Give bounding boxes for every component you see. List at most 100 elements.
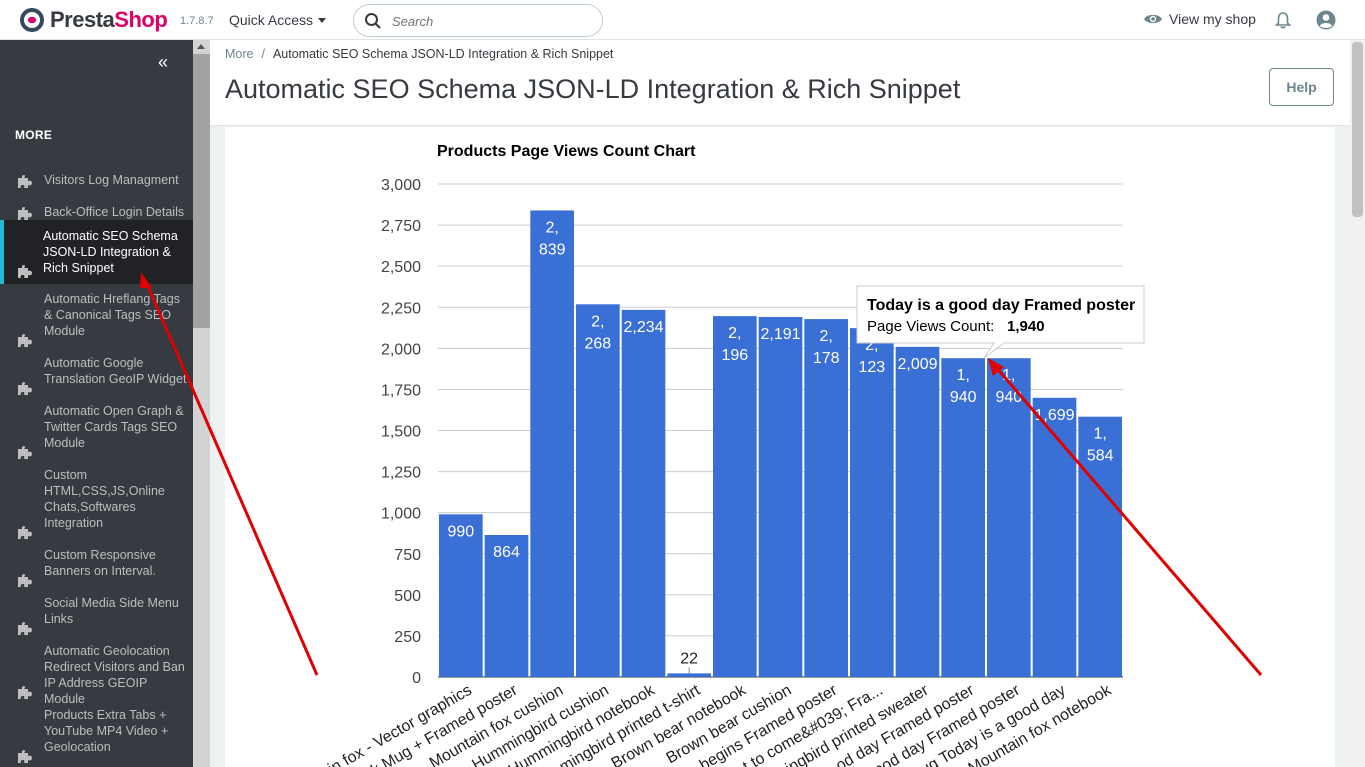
prestashop-logo[interactable]: PrestaShop	[20, 7, 168, 33]
sidebar-item-label: Products Extra Tabs + YouTube MP4 Video …	[44, 708, 169, 754]
sidebar-item-label: Automatic Open Graph & Twitter Cards Tag…	[44, 404, 184, 450]
view-shop-link[interactable]: View my shop	[1143, 11, 1256, 27]
search-input[interactable]	[392, 12, 592, 30]
y-tick-label: 2,250	[381, 300, 421, 317]
y-tick-label: 750	[394, 547, 421, 564]
sidebar-scrollbar[interactable]	[193, 40, 210, 767]
sidebar-item[interactable]: Visitors Log Managment	[0, 172, 193, 190]
chart-bar[interactable]	[1078, 416, 1122, 677]
page-views-chart: Products Page Views Count Chart 0 250 500 75…	[325, 143, 1145, 767]
chart-bar[interactable]	[667, 673, 711, 677]
y-tick-label: 500	[394, 588, 421, 605]
annotation-arrow-right	[993, 365, 1263, 676]
bar-data-label: 1,	[956, 367, 969, 384]
page-title: Automatic SEO Schema JSON-LD Integration…	[225, 74, 961, 104]
sidebar-item-label: Automatic SEO Schema JSON-LD Integration…	[43, 229, 178, 275]
help-button[interactable]: Help	[1269, 68, 1334, 106]
logo-accent: Shop	[114, 7, 168, 32]
bar-data-label: 2,009	[897, 356, 937, 373]
chart-bar[interactable]	[941, 358, 985, 677]
chart-title: Products Page Views Count Chart	[437, 143, 696, 160]
sidebar-item[interactable]: Automatic SEO Schema JSON-LD Integration…	[0, 220, 193, 284]
chart-bar[interactable]	[895, 346, 940, 677]
puzzle-piece-icon	[18, 525, 32, 539]
quick-access-label: Quick Access	[229, 12, 314, 28]
y-tick-label: 2,750	[381, 218, 421, 235]
bar-data-label: 2,234	[623, 319, 663, 336]
chart-bar[interactable]	[621, 309, 666, 677]
bar-data-label: 268	[584, 335, 611, 352]
chart-bar[interactable]	[713, 316, 757, 677]
chart-bar[interactable]	[1032, 397, 1077, 677]
sidebar-scroll-thumb[interactable]	[193, 54, 210, 328]
sidebar-item-label: Custom HTML,CSS,JS,Online Chats,Software…	[44, 468, 165, 530]
bell-icon[interactable]	[1274, 11, 1292, 29]
sidebar-item-label: Custom Responsive Banners on Interval.	[44, 548, 156, 578]
bar-data-label: 940	[995, 389, 1022, 406]
version-label: 1.7.8.7	[180, 15, 214, 27]
view-shop-label: View my shop	[1169, 11, 1256, 27]
main-scroll-thumb[interactable]	[1352, 42, 1363, 217]
scroll-up-icon[interactable]	[197, 44, 205, 49]
chart-bar[interactable]	[484, 535, 529, 677]
search-box[interactable]	[353, 4, 603, 37]
bar-data-label: 2,	[545, 219, 558, 236]
chart-bar[interactable]	[850, 328, 894, 677]
annotation-arrow-left	[144, 281, 319, 676]
logo-text: PrestaShop	[50, 7, 168, 33]
chart-bar[interactable]	[987, 358, 1031, 677]
chart-bar[interactable]	[758, 316, 803, 677]
puzzle-piece-icon	[18, 264, 32, 278]
bar-data-label: 123	[858, 359, 885, 376]
bar-data-label: 1,	[1093, 426, 1106, 443]
sidebar-item-label: Social Media Side Menu Links	[44, 596, 179, 626]
y-tick-label: 0	[412, 670, 421, 687]
sidebar-item[interactable]: Automatic Hreflang Tags & Canonical Tags…	[0, 291, 193, 347]
search-icon[interactable]	[364, 12, 382, 30]
breadcrumb-parent[interactable]: More	[225, 47, 254, 61]
quick-access-dropdown[interactable]: Quick Access	[229, 12, 327, 28]
collapse-sidebar-icon[interactable]: «	[158, 52, 169, 72]
sidebar-section-title: MORE	[15, 128, 53, 142]
puzzle-piece-icon	[18, 333, 32, 347]
breadcrumb: More / Automatic SEO Schema JSON-LD Integr…	[225, 47, 613, 61]
puzzle-piece-icon	[18, 381, 32, 395]
chart-bar[interactable]	[530, 210, 574, 677]
tooltip-title: Today is a good day Framed poster	[867, 297, 1135, 314]
y-tick-label: 3,000	[381, 177, 421, 194]
sidebar-item[interactable]: Products Extra Tabs + YouTube MP4 Video …	[0, 707, 193, 763]
bar-data-label: 839	[539, 241, 566, 258]
main-scrollbar[interactable]	[1350, 40, 1365, 767]
chart-bar[interactable]	[804, 319, 848, 677]
sidebar-item[interactable]: Custom HTML,CSS,JS,Online Chats,Software…	[0, 467, 193, 549]
tooltip-label: Page Views Count:	[867, 318, 994, 335]
sidebar-item[interactable]: Automatic Open Graph & Twitter Cards Tag…	[0, 403, 193, 459]
bar-data-label: 2,	[819, 328, 832, 345]
eye-icon	[1144, 14, 1162, 24]
bar-data-label: 864	[493, 544, 520, 561]
sidebar-item[interactable]: Back-Office Login Details	[0, 204, 193, 222]
puzzle-piece-icon	[18, 685, 32, 699]
sidebar-item-label: Automatic Hreflang Tags & Canonical Tags…	[44, 292, 180, 338]
bar-data-label: 178	[813, 350, 840, 367]
sidebar-item-label: Back-Office Login Details	[44, 205, 185, 219]
breadcrumb-separator: /	[261, 47, 265, 61]
bar-data-label: 940	[950, 389, 977, 406]
sidebar-item[interactable]: Custom Responsive Banners on Interval.	[0, 547, 193, 587]
user-account-icon[interactable]	[1316, 10, 1336, 30]
chart-bar[interactable]	[576, 304, 620, 677]
chart-bar[interactable]	[439, 514, 483, 677]
sidebar-item[interactable]: Automatic Geolocation Redirect Visitors …	[0, 643, 193, 706]
puzzle-piece-icon	[18, 174, 32, 188]
chart-tooltip	[856, 285, 1145, 344]
bar-data-label: 2,	[728, 325, 741, 342]
annotation-arrowhead-right	[988, 358, 1004, 376]
sidebar-item[interactable]: Social Media Side Menu Links	[0, 595, 193, 635]
sidebar-item[interactable]: Automatic Google Translation GeoIP Widge…	[0, 355, 193, 395]
y-tick-label: 1,250	[381, 465, 421, 482]
logo-main: Presta	[50, 7, 115, 32]
bar-data-label: 584	[1087, 448, 1114, 465]
sidebar-item-label: Visitors Log Managment	[44, 173, 179, 187]
top-header: PrestaShop 1.7.8.7 Quick Access View my …	[0, 0, 1365, 40]
chart-card: Products Page Views Count Chart 0 250 500 75…	[225, 127, 1335, 767]
